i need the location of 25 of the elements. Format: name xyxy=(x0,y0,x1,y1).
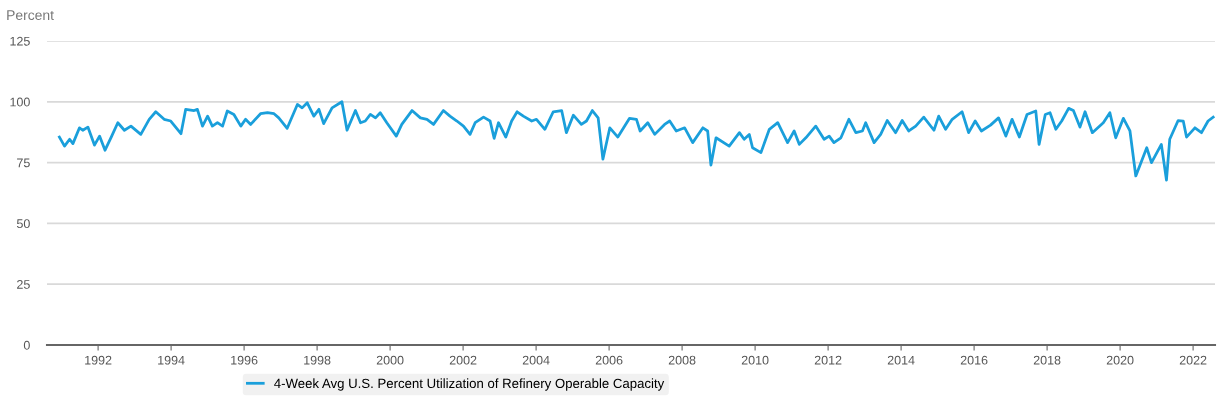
x-tick-label: 1996 xyxy=(231,355,258,365)
x-tick-label: 1992 xyxy=(85,355,112,365)
x-tick-label: 2012 xyxy=(814,355,842,365)
y-axis-title: Percent xyxy=(7,10,54,21)
x-tick-label: 2010 xyxy=(741,355,769,365)
x-tick-label: 2022 xyxy=(1179,355,1207,365)
line-series xyxy=(58,100,1215,182)
x-tick-label: 2006 xyxy=(595,355,623,365)
x-tick-label: 2016 xyxy=(960,355,988,365)
y-tick-label: 75 xyxy=(17,158,30,168)
x-tick-label: 2014 xyxy=(887,355,915,365)
x-tick-label: 2018 xyxy=(1033,355,1061,365)
x-tick-label: 2000 xyxy=(376,355,404,365)
y-tick-label: 100 xyxy=(10,97,30,107)
y-tick-label: 0 xyxy=(23,340,30,350)
x-tick-label: 2020 xyxy=(1106,355,1134,365)
x-tick-label: 2002 xyxy=(449,355,477,365)
x-tick-label: 1994 xyxy=(158,355,185,365)
y-tick-label: 25 xyxy=(17,280,30,289)
x-tick-label: 2004 xyxy=(522,355,550,365)
x-tick-label: 2008 xyxy=(668,355,696,365)
legend-label: 4-Week Avg U.S. Percent Utilization of Refinery Operable Capacity xyxy=(274,378,665,391)
y-tick-label: 50 xyxy=(16,219,30,229)
x-tick-label: 1998 xyxy=(304,355,331,365)
y-tick-label: 125 xyxy=(10,36,30,46)
